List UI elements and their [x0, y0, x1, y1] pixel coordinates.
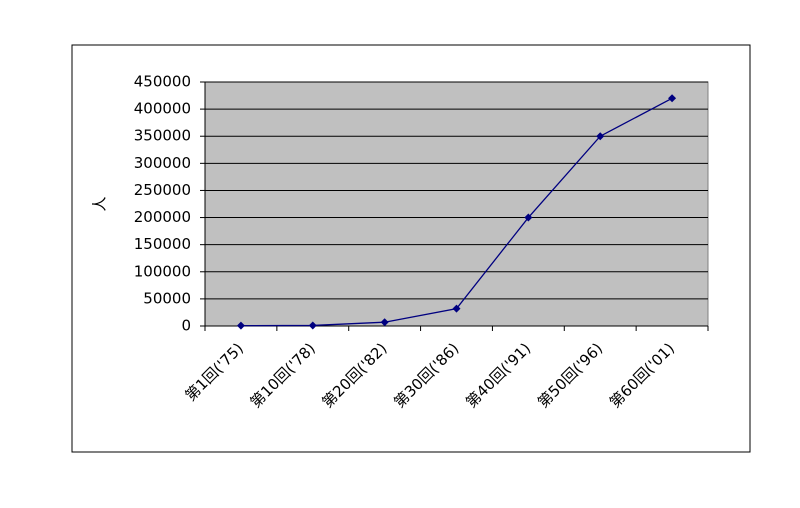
- y-tick-label: 450000: [134, 73, 191, 91]
- marker: [380, 318, 389, 327]
- y-tick-label: 50000: [143, 289, 191, 307]
- y-tick-label: 250000: [134, 181, 191, 199]
- y-tick-label: 150000: [134, 235, 191, 253]
- y-tick-label: 0: [181, 317, 191, 335]
- y-tick-label: 350000: [134, 127, 191, 145]
- marker: [596, 132, 605, 141]
- marker: [668, 94, 677, 103]
- marker: [236, 321, 245, 330]
- y-tick-label: 200000: [134, 208, 191, 226]
- y-tick-label: 400000: [134, 100, 191, 118]
- marker: [524, 213, 533, 222]
- marker: [308, 321, 317, 330]
- y-tick-label: 300000: [134, 154, 191, 172]
- y-axis-label: 人: [91, 196, 109, 211]
- marker: [452, 304, 461, 313]
- y-tick-label: 100000: [134, 262, 191, 280]
- plot-area: [204, 81, 709, 327]
